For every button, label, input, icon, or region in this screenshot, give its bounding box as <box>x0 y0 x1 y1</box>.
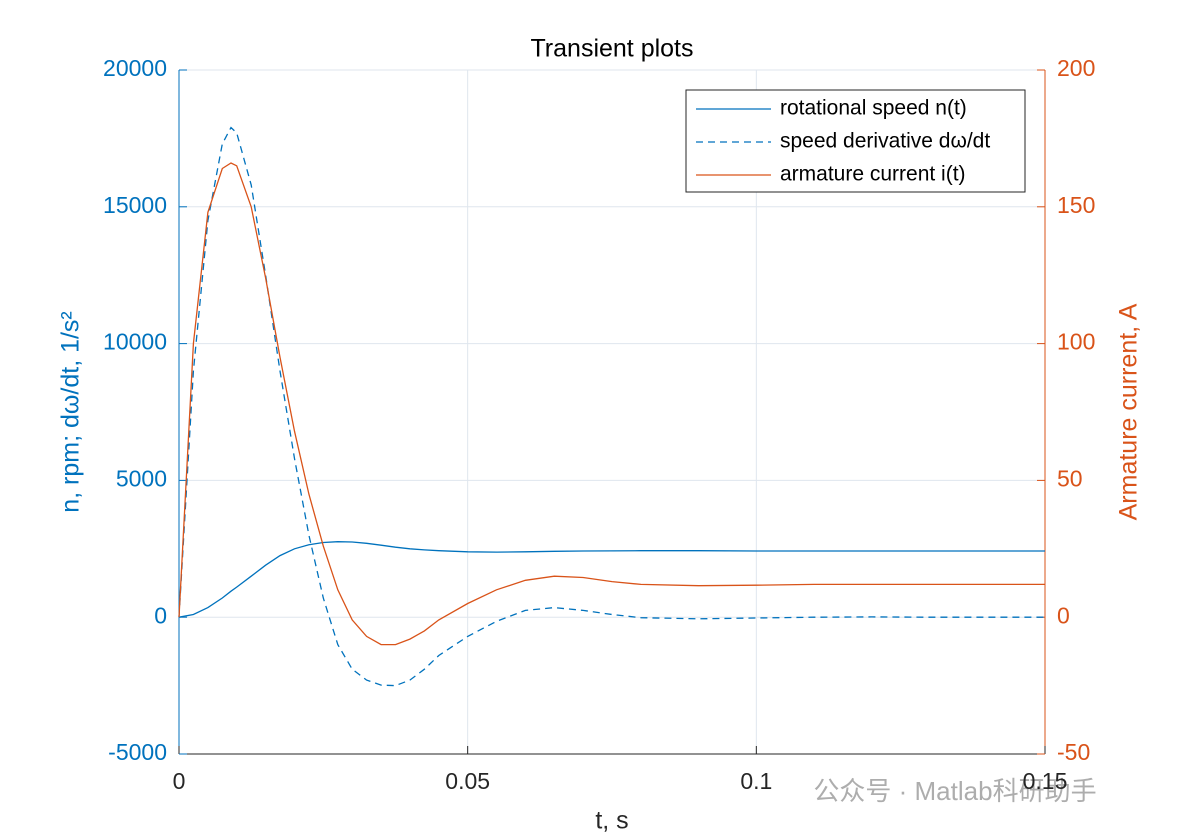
watermark: 公众号 · Matlab科研助手 <box>813 776 1096 806</box>
legend-label: armature current i(t) <box>780 163 966 186</box>
legend-label: speed derivative dω/dt <box>780 130 990 153</box>
y2-tick-label: 200 <box>1057 55 1095 81</box>
y2-tick-label: 100 <box>1057 329 1095 355</box>
series-line <box>178 126 1045 687</box>
y-axis-label: n, rpm; dω/dt, 1/s² <box>57 311 85 513</box>
y-tick-label: 5000 <box>116 465 167 491</box>
legend-label: rotational speed n(t) <box>780 97 967 120</box>
y-tick-label: 0 <box>154 602 167 628</box>
y-tick-label: -5000 <box>108 739 167 765</box>
x-tick-label: 0.1 <box>740 768 772 794</box>
series-line <box>178 541 1045 618</box>
x-tick-label: 0.15 <box>1023 768 1068 794</box>
series-line <box>178 162 1045 646</box>
chart-title: Transient plots <box>530 35 693 63</box>
x-tick-label: 0.05 <box>445 768 490 794</box>
y-tick-label: 15000 <box>103 192 167 218</box>
x-axis-label: t, s <box>595 807 628 835</box>
y2-tick-label: 150 <box>1057 192 1095 218</box>
y-tick-label: 20000 <box>103 55 167 81</box>
y-tick-label: 10000 <box>103 329 167 355</box>
y2-tick-label: 0 <box>1057 602 1070 628</box>
x-tick-label: 0 <box>173 768 186 794</box>
y2-axis-label: Armature current, A <box>1115 303 1143 520</box>
y2-tick-label: 50 <box>1057 465 1083 491</box>
y2-tick-label: -50 <box>1057 739 1090 765</box>
